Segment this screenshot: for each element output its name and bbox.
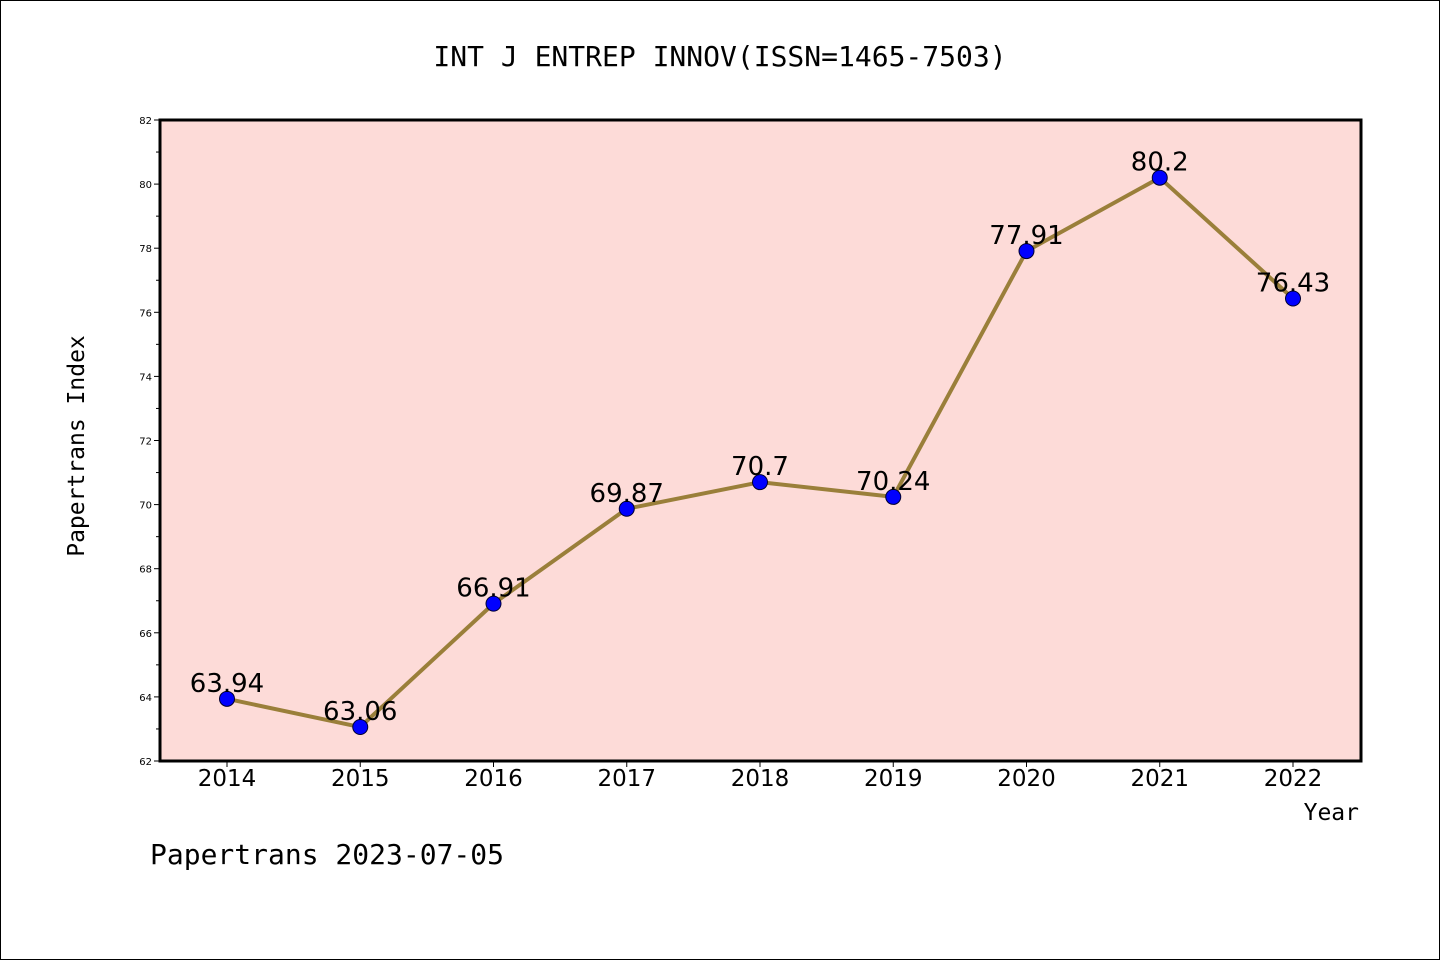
x-tick-label: 2020: [997, 766, 1056, 792]
data-markers: [219, 169, 1301, 736]
data-label: 77.91: [989, 221, 1063, 251]
y-tick-label: 74: [139, 372, 152, 383]
data-label: 63.94: [190, 669, 264, 699]
data-point: [219, 690, 235, 707]
chart-title: INT J ENTREP INNOV(ISSN=1465-7503): [433, 40, 1006, 73]
data-point: [352, 719, 369, 736]
x-tick-label: 2022: [1264, 766, 1323, 792]
x-tick-label: 2015: [331, 766, 390, 792]
y-tick-label: 66: [139, 629, 152, 640]
data-label: 70.24: [856, 467, 930, 497]
x-axis-title: Year: [1304, 800, 1359, 826]
plot-border: [158, 118, 1363, 763]
x-tick-label: 2016: [464, 766, 523, 792]
x-tick-label: 2019: [864, 766, 923, 792]
y-axis-title: Papertrans Index: [64, 335, 90, 557]
data-label: 66.91: [456, 574, 530, 604]
data-point: [1285, 290, 1301, 307]
x-axis: 2014 2015 2016 2017 2018 2019 2020 2021 2022: [198, 761, 1323, 792]
plot-area: [160, 120, 1361, 761]
x-tick-label: 2014: [198, 766, 257, 792]
y-tick-label: 78: [139, 244, 152, 255]
data-label: 63.06: [323, 697, 397, 727]
data-labels: 63.94 63.06 66.91 69.87 70.7 70.24 77.91 80.2 76…: [190, 148, 1330, 727]
y-tick-label: 64: [139, 693, 152, 704]
data-label: 76.43: [1256, 269, 1330, 299]
y-tick-label: 76: [139, 308, 152, 319]
x-tick-label: 2021: [1130, 766, 1189, 792]
data-point: [885, 488, 902, 505]
data-point: [485, 595, 502, 612]
x-tick-label: 2018: [731, 766, 790, 792]
data-label: 69.87: [590, 479, 664, 509]
y-tick-label: 80: [139, 180, 152, 191]
data-label: 70.7: [731, 452, 789, 482]
footer-stamp: Papertrans 2023-07-05: [150, 838, 504, 871]
data-label: 80.2: [1131, 148, 1189, 178]
y-tick-label: 68: [139, 565, 152, 576]
data-point: [618, 500, 635, 517]
data-point: [752, 474, 768, 491]
x-tick-label: 2017: [597, 766, 656, 792]
data-point: [1018, 243, 1035, 260]
y-tick-label: 72: [139, 437, 152, 448]
y-tick-label: 70: [139, 501, 152, 512]
y-tick-label: 62: [139, 757, 152, 768]
data-point: [1151, 169, 1168, 186]
y-axis: 62 64 66 68 70 72 74 76 78 80 82: [139, 116, 160, 768]
y-tick-label: 82: [139, 116, 152, 127]
